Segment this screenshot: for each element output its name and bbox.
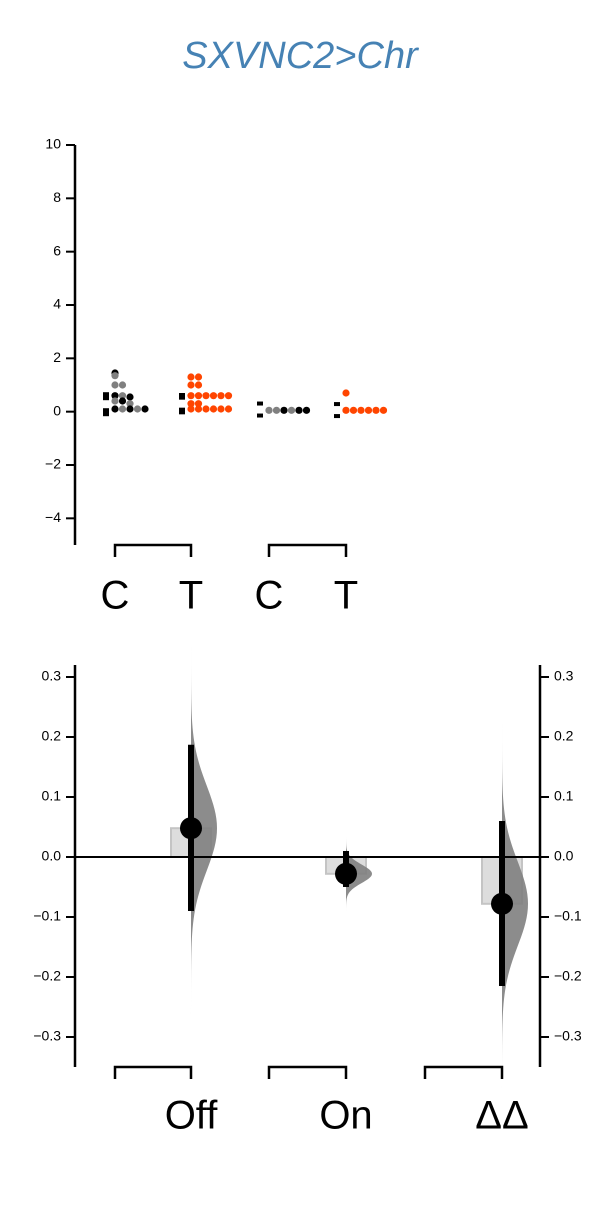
data-point bbox=[209, 392, 218, 400]
y-tick-label: 2 bbox=[53, 349, 61, 365]
data-point bbox=[111, 392, 119, 400]
y-tick-label: 0 bbox=[53, 402, 61, 418]
data-point bbox=[141, 405, 149, 413]
data-point bbox=[187, 400, 195, 408]
data-point bbox=[217, 392, 225, 400]
y-tick-label: 0.1 bbox=[554, 788, 574, 804]
data-point bbox=[202, 392, 210, 400]
data-point bbox=[364, 406, 373, 414]
x-tick-label: C bbox=[255, 574, 284, 618]
x-tick-label: T bbox=[179, 574, 203, 618]
y-tick-label: −0.1 bbox=[33, 908, 61, 924]
bootstrap-distribution bbox=[502, 714, 528, 1094]
data-point bbox=[126, 405, 134, 413]
x-tick-label: On bbox=[319, 1094, 372, 1138]
data-point bbox=[379, 406, 388, 414]
data-point bbox=[342, 389, 350, 397]
y-tick-label: 0.3 bbox=[42, 668, 62, 684]
bootstrap-distribution bbox=[191, 637, 217, 1019]
bracket bbox=[267, 543, 348, 557]
bracket bbox=[113, 1065, 193, 1079]
data-point bbox=[118, 381, 127, 389]
data-point bbox=[133, 405, 142, 413]
y-tick-label: 0.0 bbox=[554, 848, 574, 864]
y-tick-label: 0.0 bbox=[42, 848, 62, 864]
y-tick-label: 0.1 bbox=[42, 788, 62, 804]
bracket bbox=[423, 1065, 504, 1079]
data-point bbox=[194, 405, 203, 413]
x-tick-label: C bbox=[101, 574, 130, 618]
x-tick-label: T bbox=[334, 574, 358, 618]
data-point bbox=[187, 381, 195, 389]
data-point bbox=[111, 372, 119, 380]
data-point bbox=[126, 393, 134, 401]
data-point bbox=[202, 405, 210, 413]
data-point bbox=[126, 400, 134, 408]
y-tick-label: 0.2 bbox=[554, 728, 574, 744]
data-point bbox=[111, 397, 119, 405]
y-tick-label: −0.3 bbox=[554, 1028, 582, 1044]
data-point bbox=[194, 392, 203, 400]
data-point bbox=[357, 406, 365, 414]
data-point bbox=[349, 406, 358, 414]
data-point bbox=[372, 406, 380, 414]
y-tick-label: −0.1 bbox=[554, 908, 582, 924]
bootstrap-distribution bbox=[346, 832, 372, 916]
data-point bbox=[224, 405, 233, 413]
data-point bbox=[194, 373, 203, 381]
data-point bbox=[194, 381, 203, 389]
y-tick-label: −2 bbox=[45, 456, 61, 472]
data-point bbox=[287, 406, 296, 414]
data-point bbox=[118, 405, 127, 413]
x-tick-label: ΔΔ bbox=[475, 1094, 528, 1138]
data-point bbox=[118, 392, 127, 400]
effect-point bbox=[180, 817, 202, 840]
y-tick-label: 0.2 bbox=[42, 728, 62, 744]
data-point bbox=[187, 392, 195, 400]
y-tick-label: −4 bbox=[45, 509, 61, 525]
data-point bbox=[302, 406, 311, 414]
data-point bbox=[272, 406, 281, 414]
x-tick-label: Off bbox=[165, 1094, 219, 1138]
data-point bbox=[224, 392, 233, 400]
y-tick-label: −0.2 bbox=[33, 968, 61, 984]
y-tick-label: 4 bbox=[53, 296, 61, 312]
y-tick-label: 8 bbox=[53, 189, 61, 205]
y-tick-label: −0.3 bbox=[33, 1028, 61, 1044]
data-point bbox=[187, 373, 195, 381]
data-point bbox=[342, 406, 350, 414]
bracket bbox=[267, 1065, 348, 1079]
data-point bbox=[111, 405, 119, 413]
y-tick-label: 0.3 bbox=[554, 668, 574, 684]
y-tick-label: 6 bbox=[53, 242, 61, 258]
y-tick-label: 10 bbox=[45, 136, 61, 152]
bracket bbox=[113, 543, 193, 557]
y-tick-label: −0.2 bbox=[554, 968, 582, 984]
chart-title: SXVNC2>Chr bbox=[182, 35, 419, 77]
effect-point bbox=[491, 892, 513, 915]
data-point bbox=[265, 406, 273, 414]
data-point bbox=[118, 397, 127, 405]
data-point bbox=[280, 406, 288, 414]
data-point bbox=[209, 405, 218, 413]
effect-point bbox=[335, 862, 357, 885]
data-point bbox=[194, 400, 203, 408]
data-point bbox=[111, 381, 119, 389]
data-point bbox=[217, 405, 225, 413]
data-point bbox=[295, 406, 303, 414]
data-point bbox=[187, 405, 195, 413]
